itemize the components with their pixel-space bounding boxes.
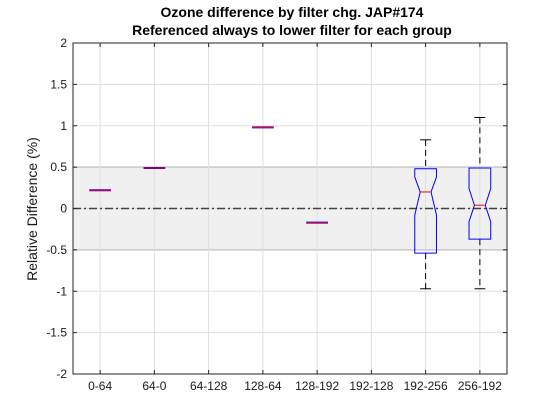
axes-layer [72, 42, 508, 375]
tick-labels-layer: -2 -1.5 -1 -0.5 0 0.5 1 1.5 2 0-64 64-0 64-128 128-6… [46, 36, 502, 393]
x-tick-label-6: 192-256 [404, 379, 448, 393]
y-tick-label-2: -1 [56, 284, 67, 298]
box-256-192 [468, 116, 492, 290]
x-tick-label-1: 64-0 [142, 379, 166, 393]
notched-box-192-256 [414, 168, 437, 254]
y-tick-label-8: 2 [60, 36, 67, 50]
y-tick-label-7: 1.5 [50, 77, 67, 91]
box-192-256 [414, 139, 437, 290]
y-tick-label-3: -0.5 [46, 243, 67, 257]
y-axis-label: Relative Difference (%) [24, 137, 40, 281]
y-tick-label-6: 1 [60, 119, 67, 133]
notched-box-256-192 [468, 167, 492, 240]
y-tick-label-1: -1.5 [46, 326, 67, 340]
x-tick-label-7: 256-192 [458, 379, 502, 393]
x-tick-label-3: 128-64 [244, 379, 282, 393]
x-tick-label-4: 128-192 [295, 379, 339, 393]
x-tick-label-0: 0-64 [88, 379, 112, 393]
x-tick-label-2: 64-128 [190, 379, 228, 393]
y-tick-label-4: 0 [60, 202, 67, 216]
chart-title: Ozone difference by filter chg. JAP#174 [161, 4, 424, 20]
y-tick-label-5: 0.5 [50, 160, 67, 174]
chart-subtitle: Referenced always to lower filter for ea… [132, 22, 452, 38]
x-tick-label-5: 192-128 [349, 379, 393, 393]
y-tick-label-0: -2 [56, 367, 67, 381]
boxes-layer [89, 116, 492, 290]
